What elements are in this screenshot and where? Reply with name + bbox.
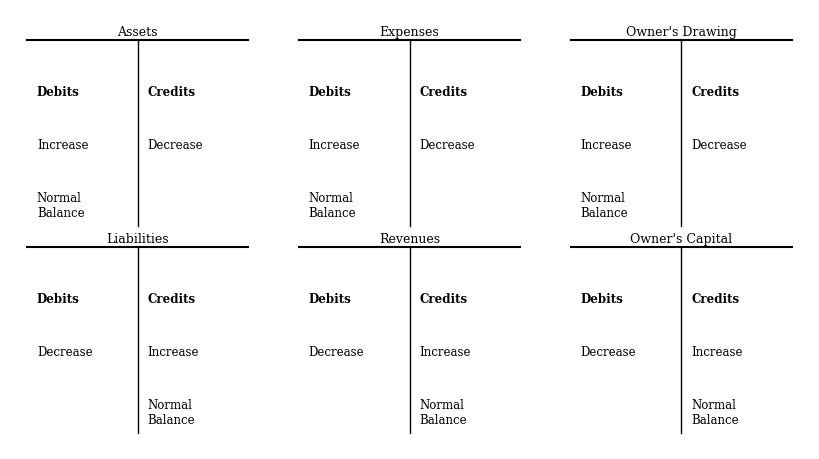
- Text: Owner's Drawing: Owner's Drawing: [626, 26, 737, 39]
- Text: Decrease: Decrease: [147, 139, 203, 152]
- Text: Normal
Balance: Normal Balance: [691, 398, 739, 426]
- Text: Credits: Credits: [419, 293, 468, 306]
- Text: Increase: Increase: [309, 139, 360, 152]
- Text: Increase: Increase: [691, 346, 743, 358]
- Text: Liabilities: Liabilities: [106, 233, 169, 246]
- Text: Decrease: Decrease: [581, 346, 636, 358]
- Text: Assets: Assets: [117, 26, 158, 39]
- Text: Decrease: Decrease: [37, 346, 93, 358]
- Text: Debits: Debits: [581, 86, 623, 99]
- Text: Credits: Credits: [419, 86, 468, 99]
- Text: Increase: Increase: [419, 346, 471, 358]
- Text: Increase: Increase: [147, 346, 199, 358]
- Text: Normal
Balance: Normal Balance: [581, 192, 628, 220]
- Text: Debits: Debits: [37, 86, 79, 99]
- Text: Debits: Debits: [309, 86, 351, 99]
- Text: Credits: Credits: [691, 86, 740, 99]
- Text: Credits: Credits: [691, 293, 740, 306]
- Text: Owner's Capital: Owner's Capital: [631, 233, 732, 246]
- Text: Normal
Balance: Normal Balance: [309, 192, 356, 220]
- Text: Expenses: Expenses: [380, 26, 439, 39]
- Text: Increase: Increase: [581, 139, 632, 152]
- Text: Credits: Credits: [147, 293, 196, 306]
- Text: Debits: Debits: [309, 293, 351, 306]
- Text: Decrease: Decrease: [419, 139, 475, 152]
- Text: Normal
Balance: Normal Balance: [419, 398, 467, 426]
- Text: Debits: Debits: [581, 293, 623, 306]
- Text: Credits: Credits: [147, 86, 196, 99]
- Text: Normal
Balance: Normal Balance: [147, 398, 195, 426]
- Text: Normal
Balance: Normal Balance: [37, 192, 84, 220]
- Text: Debits: Debits: [37, 293, 79, 306]
- Text: Revenues: Revenues: [379, 233, 440, 246]
- Text: Decrease: Decrease: [691, 139, 747, 152]
- Text: Increase: Increase: [37, 139, 88, 152]
- Text: Decrease: Decrease: [309, 346, 364, 358]
